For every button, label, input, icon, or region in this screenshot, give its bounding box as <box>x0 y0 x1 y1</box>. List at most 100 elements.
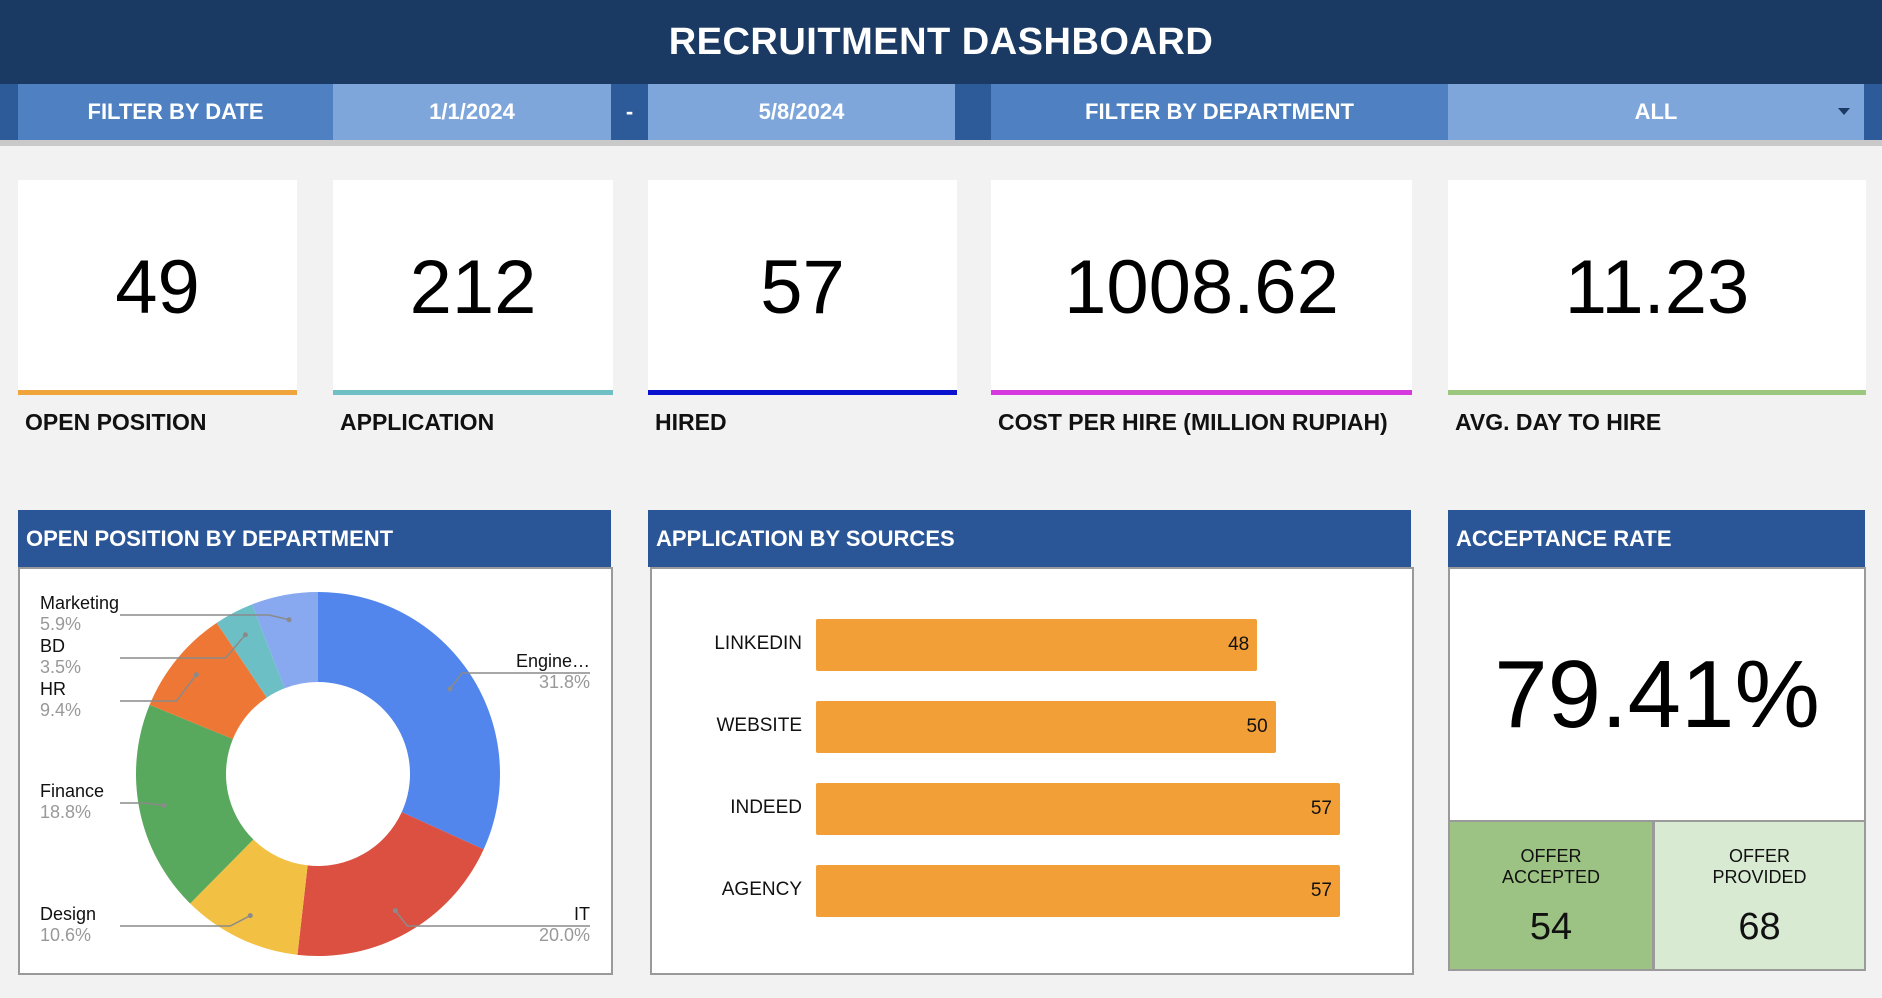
kpi-label-avg-day-to-hire: AVG. DAY TO HIRE <box>1455 409 1662 435</box>
department-select[interactable]: ALL <box>1448 84 1864 140</box>
donut-leader-dot <box>161 802 167 808</box>
panel-title-acceptance: ACCEPTANCE RATE <box>1448 510 1865 567</box>
offer-provided-label-line2: PROVIDED <box>1712 867 1807 887</box>
donut-slice-finance[interactable] <box>136 704 254 904</box>
date-end-field[interactable]: 5/8/2024 <box>648 84 955 140</box>
donut-leader-line <box>120 802 165 807</box>
acceptance-rate-box: 79.41% <box>1448 567 1866 822</box>
bar-value-label: 50 <box>1246 716 1268 737</box>
bar-label-linkedin: LINKEDIN <box>714 633 802 654</box>
bar-label-website: WEBSITE <box>716 715 802 736</box>
kpi-label-cost-per-hire: COST PER HIRE (MILLION RUPIAH) <box>998 409 1388 435</box>
kpi-value-open-position: 49 <box>115 245 200 330</box>
kpi-label-application: APPLICATION <box>340 409 495 435</box>
donut-leader-line <box>120 674 198 702</box>
donut-leader-dot <box>242 632 248 638</box>
donut-label-name: Finance <box>40 781 105 801</box>
donut-slice-engine[interactable] <box>318 592 500 850</box>
offer-accepted-label-line1: OFFER <box>1520 846 1582 866</box>
kpi-card-hired: 57 <box>648 180 957 395</box>
bar-value-label: 57 <box>1310 880 1332 901</box>
kpi-accent-bar <box>1448 390 1866 395</box>
donut-label-percent: 18.8% <box>40 802 92 822</box>
donut-label: Engine… 31.8% <box>516 651 590 693</box>
offer-accepted-value: 54 <box>1529 906 1573 948</box>
kpi-accent-bar <box>648 390 957 395</box>
donut-label: Marketing 5.9% <box>40 593 119 635</box>
department-select-value: ALL <box>1634 99 1678 124</box>
bar-linkedin[interactable]: 48 <box>816 619 1258 671</box>
kpi-value-hired: 57 <box>760 245 845 330</box>
donut-leader-dot <box>286 617 292 623</box>
donut-chart <box>120 592 590 956</box>
bar-chart-panel: LINKEDIN 48 WEBSITE 50 INDEED 57 AGENCY 57 <box>650 567 1414 975</box>
donut-leader-dot <box>447 686 453 692</box>
donut-leader-line <box>394 910 590 927</box>
donut-leader-line <box>120 614 290 621</box>
filter-by-department-label: FILTER BY DEPARTMENT <box>991 84 1448 140</box>
kpi-card-application: 212 <box>333 180 613 395</box>
kpi-card-cost-per-hire: 1008.62 <box>991 180 1412 395</box>
donut-label-percent: 9.4% <box>40 700 82 720</box>
triangle-down-icon[interactable] <box>1838 108 1850 115</box>
panel-title-sources: APPLICATION BY SOURCES <box>648 510 1411 567</box>
donut-label-name: Marketing <box>40 593 120 613</box>
kpi-label-hired: HIRED <box>655 409 727 435</box>
kpi-accent-bar <box>333 390 613 395</box>
donut-label-percent: 31.8% <box>538 672 590 692</box>
donut-label-name: BD <box>40 636 66 656</box>
offer-provided-value: 68 <box>1738 906 1781 948</box>
filter-by-date-label: FILTER BY DATE <box>18 84 333 140</box>
bar-indeed[interactable]: 57 <box>816 783 1340 835</box>
donut-leader-dot <box>392 908 398 914</box>
bar-value-label: 57 <box>1310 798 1332 819</box>
offer-accepted-label: OFFER ACCEPTED <box>1502 846 1600 888</box>
panel-title-open-position: OPEN POSITION BY DEPARTMENT <box>18 510 611 567</box>
kpi-value-avg-day-to-hire: 11.23 <box>1564 245 1750 330</box>
donut-label-percent: 10.6% <box>40 925 92 945</box>
kpi-card-open-position: 49 <box>18 180 297 395</box>
date-start-field[interactable]: 1/1/2024 <box>333 84 611 140</box>
bar-website[interactable]: 50 <box>816 701 1276 753</box>
kpi-value-cost-per-hire: 1008.62 <box>1064 245 1339 330</box>
donut-slice-marketing[interactable] <box>252 592 318 689</box>
offer-provided-label: OFFER PROVIDED <box>1712 846 1806 888</box>
donut-label-percent: 20.0% <box>538 925 590 945</box>
kpi-accent-bar <box>18 390 297 395</box>
bar-label-indeed: INDEED <box>730 797 802 818</box>
bar-value-label: 48 <box>1228 634 1250 655</box>
donut-label-percent: 3.5% <box>40 657 82 677</box>
bar-label-agency: AGENCY <box>721 879 802 900</box>
donut-label-percent: 5.9% <box>40 614 82 634</box>
kpi-value-application: 212 <box>409 245 537 330</box>
donut-leader-line <box>449 672 590 690</box>
donut-slice-hr[interactable] <box>149 622 267 740</box>
donut-slice-it[interactable] <box>297 812 484 956</box>
bar-agency[interactable]: 57 <box>816 865 1340 917</box>
donut-label: Finance 18.8% <box>40 781 104 823</box>
dashboard-title: RECRUITMENT DASHBOARD <box>0 0 1882 84</box>
donut-chart-panel: Engine… 31.8% IT 20.0% Design 10.6% Finance 18.… <box>18 567 613 975</box>
donut-slice-bd[interactable] <box>216 604 285 698</box>
offer-accepted-label-line2: ACCEPTED <box>1501 867 1600 887</box>
donut-leader-dot <box>193 672 199 678</box>
offer-accepted-box: OFFER ACCEPTED 54 <box>1448 820 1654 971</box>
filter-bar-shadow <box>0 140 1882 146</box>
offer-provided-label-line1: OFFER <box>1729 846 1790 866</box>
acceptance-rate-value: 79.41% <box>1494 640 1820 748</box>
kpi-label-open-position: OPEN POSITION <box>25 409 207 435</box>
donut-leader-dot <box>247 913 253 919</box>
donut-leader-line <box>120 634 246 659</box>
donut-leader-line <box>120 914 251 927</box>
donut-label: HR 9.4% <box>40 679 81 721</box>
offer-provided-box: OFFER PROVIDED 68 <box>1653 820 1866 971</box>
donut-label: BD 3.5% <box>40 636 81 678</box>
donut-label: Design 10.6% <box>40 904 96 946</box>
kpi-accent-bar <box>991 390 1412 395</box>
donut-label-name: Engine… <box>515 651 590 671</box>
donut-label-name: Design <box>40 904 97 924</box>
date-separator: - <box>625 99 634 124</box>
donut-label-name: IT <box>574 904 590 924</box>
donut-label: IT 20.0% <box>539 904 590 946</box>
kpi-card-avg-day-to-hire: 11.23 <box>1448 180 1866 395</box>
